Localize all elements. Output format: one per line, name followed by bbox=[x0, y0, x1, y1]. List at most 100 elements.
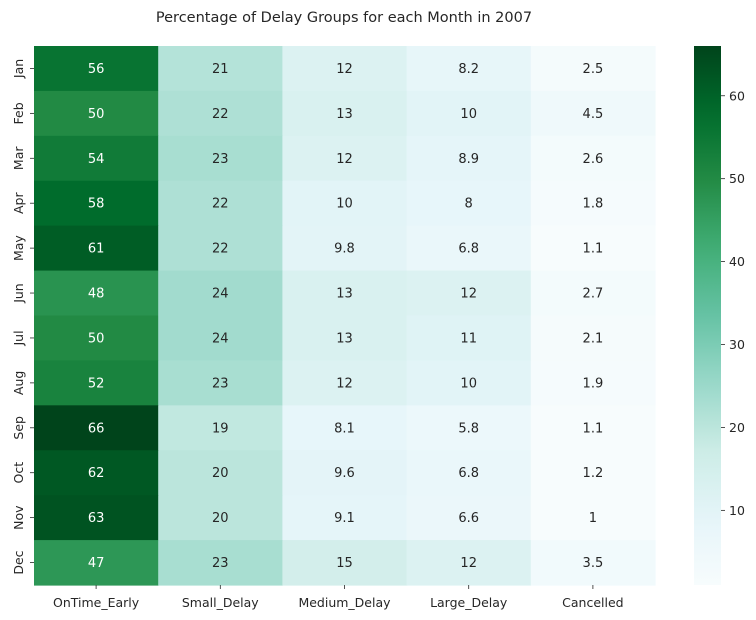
cell-value-label: 1 bbox=[589, 511, 597, 526]
x-tick-label: Small_Delay bbox=[182, 595, 259, 610]
cell-value-label: 10 bbox=[460, 107, 477, 122]
cell-value-label: 8.1 bbox=[334, 421, 355, 436]
cell-value-label: 48 bbox=[88, 287, 105, 302]
cell-value-label: 22 bbox=[212, 197, 229, 212]
heatmap-cell bbox=[282, 360, 408, 406]
heatmap-cell bbox=[406, 180, 532, 227]
cell-value-label: 23 bbox=[212, 152, 229, 167]
colorbar-tick-label: 40 bbox=[729, 254, 745, 269]
cell-value-label: 22 bbox=[212, 107, 229, 122]
heatmap-cell bbox=[530, 495, 656, 541]
heatmap-cell bbox=[158, 450, 283, 496]
cell-value-label: 1.1 bbox=[583, 242, 604, 257]
heatmap-cell bbox=[34, 405, 159, 451]
y-tick-label: Aug bbox=[11, 371, 26, 395]
heatmap-cell bbox=[282, 495, 408, 541]
heatmap-cell bbox=[34, 46, 159, 92]
cell-value-label: 52 bbox=[88, 376, 105, 391]
heatmap-cell bbox=[530, 90, 656, 137]
heatmap-cell bbox=[34, 180, 159, 227]
cell-value-label: 50 bbox=[88, 107, 105, 122]
cell-value-label: 2.7 bbox=[583, 287, 604, 302]
heatmap-cell bbox=[530, 540, 656, 586]
cell-value-label: 12 bbox=[336, 62, 353, 77]
heatmap-cell bbox=[530, 180, 656, 227]
cell-value-label: 13 bbox=[336, 107, 353, 122]
cell-value-label: 2.1 bbox=[583, 331, 604, 346]
cell-value-label: 12 bbox=[336, 376, 353, 391]
heatmap-cell bbox=[282, 450, 408, 496]
heatmap-cell bbox=[34, 225, 159, 272]
cell-value-label: 10 bbox=[460, 376, 477, 391]
cell-value-label: 23 bbox=[212, 556, 229, 571]
heatmap-cell bbox=[158, 225, 283, 272]
heatmap-cell bbox=[530, 405, 656, 451]
y-tick-label: Feb bbox=[11, 102, 26, 124]
cell-value-label: 1.9 bbox=[583, 376, 604, 391]
cell-value-label: 20 bbox=[212, 511, 229, 526]
cell-value-label: 23 bbox=[212, 376, 229, 391]
cell-value-label: 20 bbox=[212, 466, 229, 481]
cell-value-label: 11 bbox=[460, 331, 477, 346]
y-tick-label: Oct bbox=[11, 462, 26, 484]
cell-value-label: 6.6 bbox=[458, 511, 479, 526]
cell-value-label: 6.8 bbox=[458, 466, 479, 481]
heatmap-cell bbox=[158, 90, 283, 137]
heatmap-cell bbox=[406, 495, 532, 541]
x-axis: OnTime_Early Small_Delay Medium_Delay Large… bbox=[53, 585, 624, 610]
cell-value-label: 1.1 bbox=[583, 421, 604, 436]
heatmap-cell bbox=[158, 360, 283, 406]
cell-value-label: 4.5 bbox=[583, 107, 604, 122]
cell-value-label: 58 bbox=[88, 197, 105, 212]
cell-value-label: 13 bbox=[336, 331, 353, 346]
heatmap-cell bbox=[34, 315, 159, 362]
heatmap-cell bbox=[406, 90, 532, 137]
heatmap-cell bbox=[530, 225, 656, 272]
cell-value-label: 6.8 bbox=[458, 242, 479, 257]
heatmap-cell bbox=[282, 540, 408, 586]
cell-value-label: 54 bbox=[88, 152, 105, 167]
heatmap-cell bbox=[34, 360, 159, 406]
heatmap-cell bbox=[158, 135, 283, 182]
cell-value-label: 62 bbox=[88, 466, 105, 481]
heatmap-cell bbox=[530, 450, 656, 496]
heatmap-cell bbox=[158, 495, 283, 541]
y-tick-label: Nov bbox=[11, 505, 26, 530]
colorbar-tick-label: 20 bbox=[729, 420, 745, 435]
cell-value-label: 12 bbox=[460, 556, 477, 571]
heatmap-cell bbox=[158, 315, 283, 362]
cell-value-label: 9.1 bbox=[334, 511, 355, 526]
heatmap-cell bbox=[530, 360, 656, 406]
cell-value-label: 56 bbox=[88, 62, 105, 77]
heatmap-cell bbox=[406, 46, 532, 92]
heatmap-cell bbox=[34, 270, 159, 317]
colorbar-tick-label: 30 bbox=[729, 337, 745, 352]
y-tick-label: Dec bbox=[11, 550, 26, 574]
cell-value-label: 24 bbox=[212, 287, 229, 302]
cell-value-label: 13 bbox=[336, 287, 353, 302]
heatmap-cell bbox=[406, 540, 532, 586]
cell-value-label: 1.2 bbox=[583, 466, 604, 481]
heatmap-cell bbox=[406, 360, 532, 406]
heatmap-cell bbox=[282, 315, 408, 362]
cell-value-label: 63 bbox=[88, 511, 105, 526]
cell-value-label: 2.5 bbox=[583, 62, 604, 77]
heatmap-cell bbox=[34, 450, 159, 496]
cell-value-label: 2.6 bbox=[583, 152, 604, 167]
x-tick-label: Cancelled bbox=[562, 595, 623, 610]
heatmap-cell bbox=[530, 46, 656, 92]
chart-title: Percentage of Delay Groups for each Mont… bbox=[156, 10, 532, 26]
cell-value-label: 10 bbox=[336, 197, 353, 212]
heatmap-cell bbox=[34, 495, 159, 541]
heatmap-cell bbox=[34, 135, 159, 182]
heatmap-cell bbox=[158, 46, 283, 92]
cell-value-label: 8.9 bbox=[458, 152, 479, 167]
heatmap-cell bbox=[34, 540, 159, 586]
heatmap-cell bbox=[406, 450, 532, 496]
x-tick-label: Large_Delay bbox=[430, 595, 508, 610]
heatmap-cells: 56 21 12 8.2 2.5 50 22 13 10 4.5 54 23 12 8.9 2.6 58 22 1… bbox=[34, 46, 656, 586]
heatmap-cell bbox=[282, 135, 408, 182]
colorbar-tick-label: 60 bbox=[729, 88, 745, 103]
heatmap-cell bbox=[158, 270, 283, 317]
